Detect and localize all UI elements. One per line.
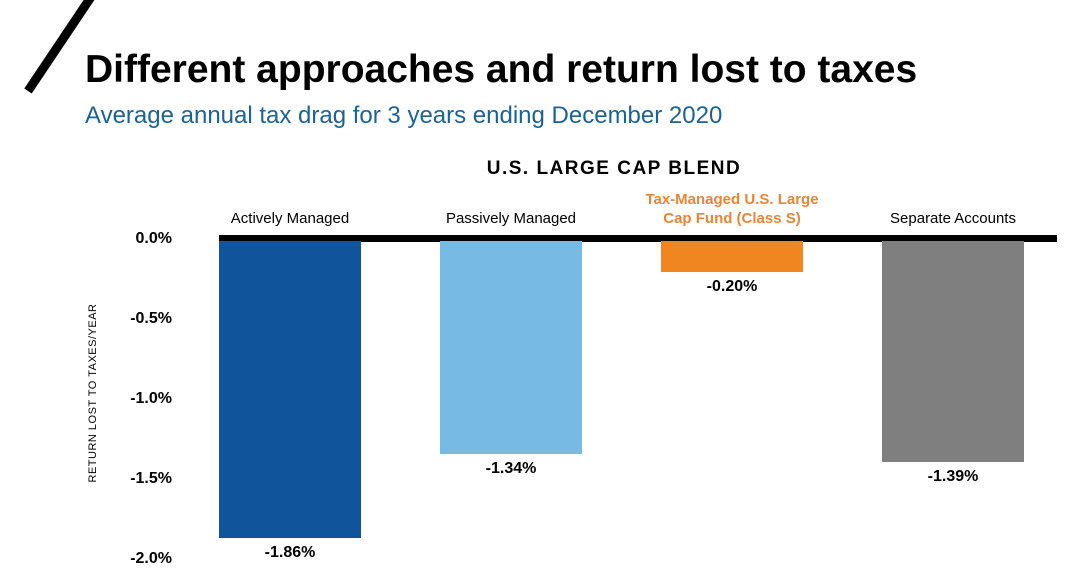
bar: [882, 241, 1024, 462]
bar-value-label: -1.86%: [264, 544, 316, 561]
category-label-line: Actively Managed: [230, 210, 350, 227]
y-tick-label: -1.0%: [130, 390, 172, 407]
zero-axis-line: [219, 235, 1057, 242]
category-label: Separate Accounts: [853, 209, 1053, 228]
bar: [440, 241, 582, 454]
y-tick-label: -1.5%: [130, 470, 172, 487]
y-tick-label: -2.0%: [130, 550, 172, 567]
bar: [661, 241, 803, 272]
category-label-line: Tax-Managed U.S. Large: [645, 191, 819, 208]
bar-value-label: -1.39%: [927, 468, 979, 485]
bar: [219, 241, 361, 538]
y-tick-label: -0.5%: [130, 310, 172, 327]
page-subtitle: Average annual tax drag for 3 years endi…: [85, 102, 723, 129]
y-tick-label: 0.0%: [135, 230, 172, 247]
category-label: Tax-Managed U.S. Large Cap Fund (Class S): [632, 190, 832, 228]
category-label-line: Passively Managed: [445, 210, 577, 227]
slash-logo-icon: [24, 0, 95, 94]
category-label-line: Separate Accounts: [890, 210, 1016, 227]
chart-title: U.S. LARGE CAP BLEND: [486, 158, 742, 179]
bar-value-label: -1.34%: [485, 460, 537, 477]
page-title: Different approaches and return lost to …: [85, 48, 918, 91]
category-label: Actively Managed: [190, 209, 390, 228]
category-label-line: Cap Fund (Class S): [663, 210, 801, 227]
bar-value-label: -0.20%: [706, 278, 758, 295]
category-label: Passively Managed: [411, 209, 611, 228]
